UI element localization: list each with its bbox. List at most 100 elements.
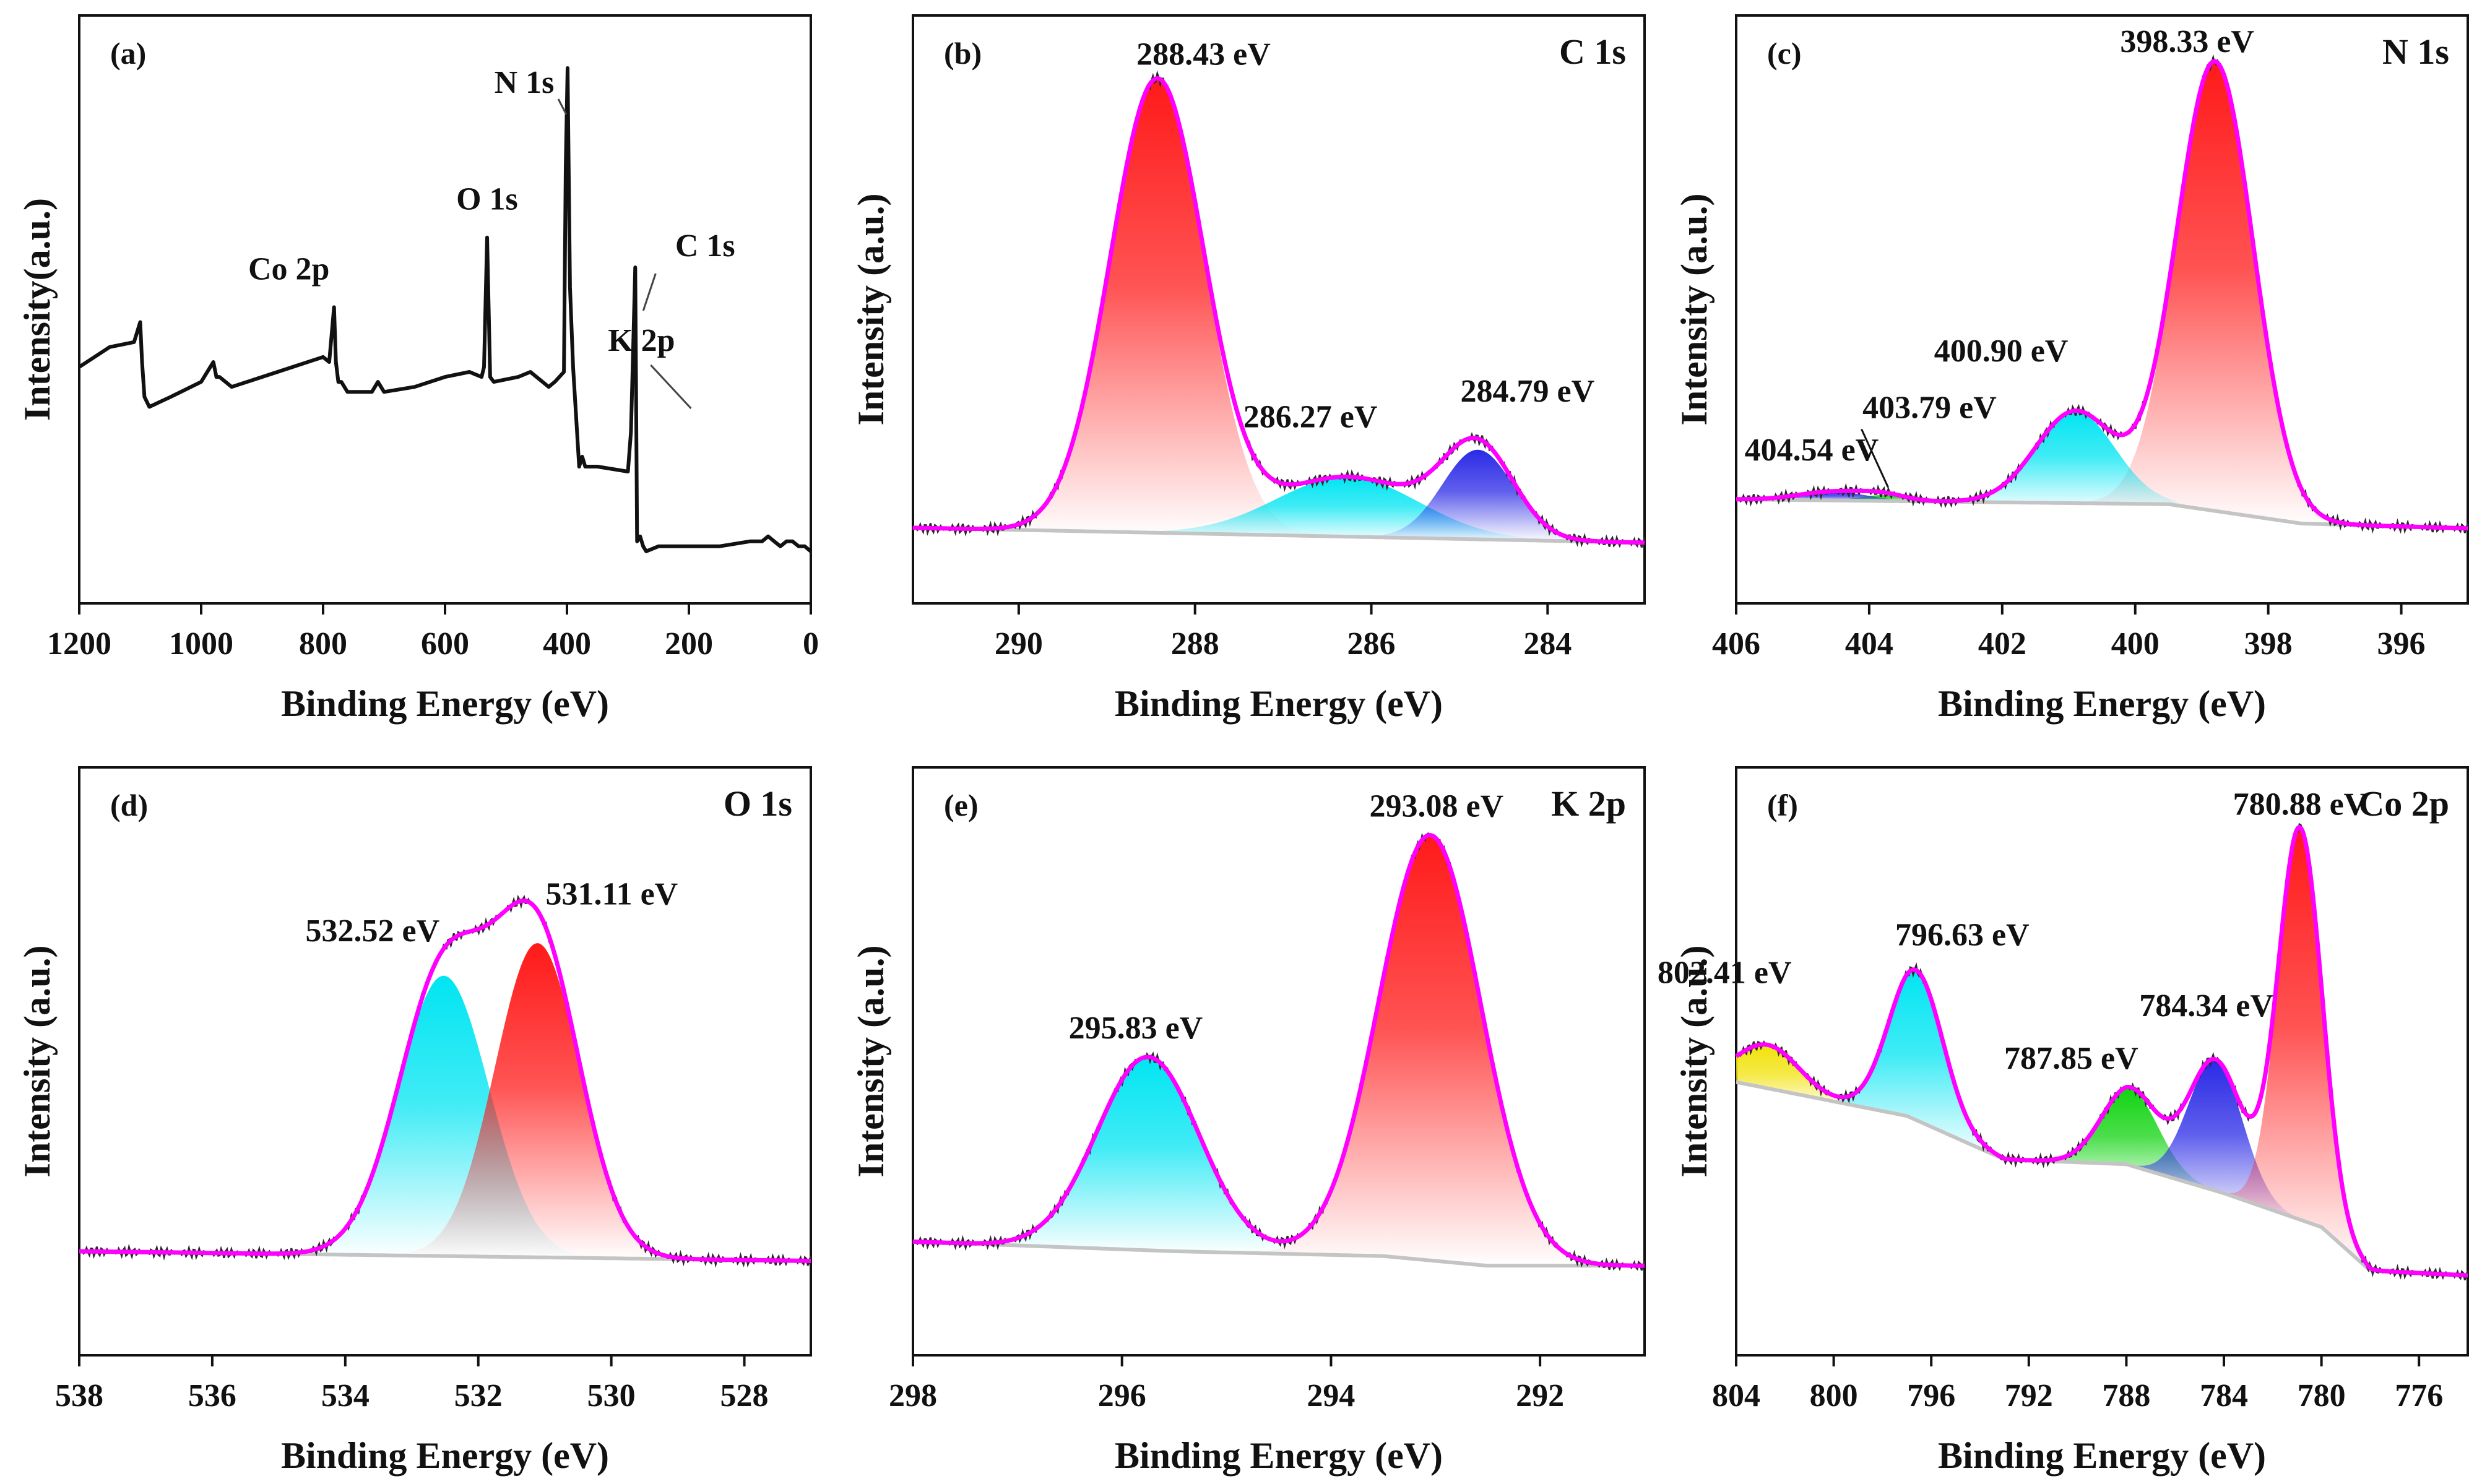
plot-frame [912,766,1646,1357]
annotation-leader [650,364,692,409]
peak-annotation: K 2p [608,323,675,358]
x-tick-label: 292 [1516,1378,1564,1413]
x-tick-label: 528 [720,1378,769,1413]
x-tick-label: 530 [587,1378,636,1413]
peak-label: 787.85 eV [2004,1041,2138,1076]
background-line [912,1240,1645,1268]
peak-fill-cyan [1079,477,1615,542]
survey-spectrum-line [78,66,812,553]
x-tick-label: 400 [543,626,591,662]
peak-annotation: C 1s [675,228,735,264]
panel-label: (d) [110,788,148,822]
peak-fill-red [2072,61,2358,525]
x-tick-label: 780 [2298,1378,2346,1413]
x-tick-label: 200 [665,626,713,662]
panel-e: 298 296 294 292 Binding Energy (eV) Intensity… [850,766,1646,1476]
raw-data-line [912,70,1646,548]
peak-fill-blue [2115,1060,2316,1225]
x-tick-label: 534 [321,1378,370,1413]
y-axis-label: Intensity (a.u.) [850,945,891,1177]
x-tick-label: 0 [803,626,819,662]
fit-envelope-line [912,833,1646,1268]
fit-envelope-line [78,898,812,1263]
x-tick-label: 406 [1712,626,1760,662]
panel-title: C 1s [1559,32,1626,72]
peak-label: 403.79 eV [1862,390,1997,425]
background-line [912,525,1645,545]
annotation-leader [557,98,568,115]
x-tick-label: 776 [2395,1378,2443,1413]
y-axis-label: Intensity (a.u.) [850,193,891,425]
x-tick-label: 396 [2377,626,2426,662]
plot-frame [1735,14,2469,605]
x-tick-label: 784 [2200,1378,2248,1413]
plot-frame [78,766,812,1357]
peak-fill-red [379,943,697,1260]
peak-label: 802.41 eV [1658,955,1792,990]
x-tick-label: 788 [2102,1378,2150,1413]
peak-label: 400.90 eV [1934,334,2069,369]
peak-label: 404.54 eV [1745,433,1879,468]
peak-fill-cyan [274,975,613,1259]
peak-fill-blue [1344,449,1611,542]
x-tick-label: 804 [1712,1378,1760,1413]
peak-label: 293.08 eV [1370,789,1504,824]
x-tick-label: 600 [421,626,469,662]
peak-label: 531.11 eV [545,876,678,912]
x-tick-label: 296 [1098,1378,1146,1413]
x-tick-label: 294 [1307,1378,1355,1413]
x-tick-label: 800 [1810,1378,1858,1413]
peak-label: 784.34 eV [2139,988,2273,1024]
fit-envelope-line [1735,825,2469,1278]
x-tick-label: 792 [2005,1378,2053,1413]
panel-a: 1200 1000 800 600 400 200 0 Binding Energy (eV)… [17,14,819,724]
x-tick-label: 398 [2244,626,2293,662]
panel-label: (c) [1767,36,1802,71]
peak-label: 286.27 eV [1243,399,1378,434]
y-axis-label: Intensity (a.u.) [17,945,58,1177]
y-axis-label: Intensity(a.u.) [17,198,58,421]
peak-fill-yellow [1736,1044,1884,1111]
x-tick-label: 538 [55,1378,103,1413]
x-tick-label: 536 [188,1378,236,1413]
panel-label: (a) [110,36,146,71]
peak-annotation: O 1s [456,182,518,217]
panel-c: 406 404 402 400 398 396 Binding Energy (eV) Int… [1674,14,2469,724]
peak-fill-red [1239,835,1622,1266]
panel-label: (e) [944,788,979,822]
panel-label: (f) [1767,788,1798,822]
panel-title: O 1s [724,783,792,824]
peak-label-arrow [1861,428,1889,488]
peak-fill-red [982,80,1333,537]
peak-annotation: N 1s [495,65,555,100]
peak-label: 288.43 eV [1136,37,1271,72]
x-axis-label: Binding Energy (eV) [281,1435,609,1476]
x-tick-label: 284 [1523,626,1572,662]
peak-annotation: Co 2p [248,251,329,287]
peak-label: 780.88 eV [2233,787,2367,822]
x-tick-label: 404 [1845,626,1893,662]
peak-label: 284.79 eV [1461,374,1595,409]
peak-label: 398.33 eV [2120,24,2254,59]
x-tick-label: 800 [299,626,347,662]
x-tick-label: 290 [995,626,1043,662]
annotation-leader [642,273,657,311]
x-tick-label: 402 [1978,626,2026,662]
fit-envelope-line [1735,59,2469,531]
peak-fill-red [2219,828,2382,1271]
peak-label: 295.83 eV [1069,1011,1203,1046]
y-axis-label: Intensity (a.u.) [1674,193,1714,425]
raw-data-line [912,832,1646,1271]
x-tick-label: 796 [1907,1378,1955,1413]
x-tick-label: 286 [1347,626,1396,662]
plot-frame [912,14,1646,605]
plot-frame [78,14,812,605]
y-axis-label: Intensity (a.u.) [1674,945,1714,1177]
x-axis-label: Binding Energy (eV) [1938,1435,2266,1476]
panel-title: K 2p [1551,783,1626,824]
peak-fill-cyan [1815,969,2017,1160]
panel-title: N 1s [2382,32,2449,72]
x-tick-label: 1000 [169,626,233,662]
peak-label: 796.63 eV [1895,918,2030,953]
